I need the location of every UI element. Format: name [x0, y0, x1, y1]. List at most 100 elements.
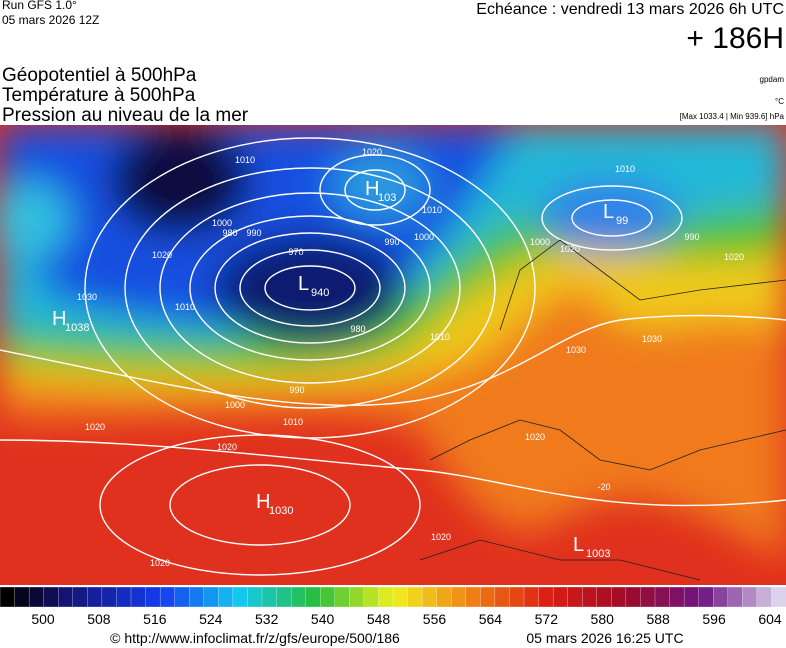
colorbar-swatch [640, 586, 656, 608]
colorbar-label: 580 [591, 611, 615, 627]
colorbar-label: 540 [311, 611, 335, 627]
colorbar-label: 500 [31, 611, 55, 627]
isobar-label: 1030 [77, 292, 97, 302]
colorbar-label: 556 [423, 611, 447, 627]
isobar-label: 990 [289, 385, 304, 395]
isobars [0, 137, 786, 576]
colorbar-swatch [698, 586, 714, 608]
isobar-label: 970 [288, 247, 303, 257]
title: Température à 500hPa [2, 85, 196, 106]
isobar [0, 439, 786, 507]
isobar-label: 1030 [566, 345, 586, 355]
colorbar-swatch [596, 586, 612, 608]
colorbar-swatch [771, 586, 786, 608]
colorbar-swatch [189, 586, 205, 608]
colorbar-swatch [509, 586, 525, 608]
isobar-label: 980 [222, 228, 237, 238]
isobar [239, 249, 381, 327]
colorbar-swatch [552, 586, 569, 608]
isobar-label: 1000 [414, 232, 434, 242]
isobar-label: 1020 [85, 422, 105, 432]
colorbar-swatch [174, 586, 190, 608]
colorbar-swatch [611, 586, 627, 608]
colorbar-swatch [349, 586, 365, 608]
colorbar-swatch [261, 586, 278, 608]
pressure-center-value: 1038 [65, 322, 89, 334]
title: Géopotentiel à 500hPa [2, 65, 197, 86]
colorbar-swatch [247, 586, 263, 608]
title: Pression au niveau de la mer [2, 105, 249, 126]
isobar-label: -20 [597, 482, 610, 492]
pressure-center-value: 1030 [269, 505, 293, 517]
colorbar-swatch [87, 586, 103, 608]
isobar [99, 434, 421, 576]
colorbar-swatch [392, 586, 409, 608]
colorbar-swatch [378, 586, 394, 608]
isobar [319, 154, 431, 226]
isobar-label: 1020 [431, 532, 451, 542]
colorbar-swatch [727, 586, 743, 608]
colorbar-swatch [538, 586, 554, 608]
colorbar-swatch [756, 586, 773, 608]
colorbar-label: 604 [758, 611, 782, 627]
colorbar: 500 508 516 524 532 540 548 556 564 572 580 588 596 6… [0, 586, 786, 627]
colorbar-swatch [72, 586, 88, 608]
isobar [189, 215, 431, 361]
colorbar-swatch [436, 586, 452, 608]
colorbar-swatch [290, 586, 307, 608]
colorbar-swatch [58, 586, 74, 608]
colorbar-swatch [145, 586, 161, 608]
isobar [344, 169, 406, 211]
isobar-label: 1000 [225, 400, 245, 410]
colorbar-swatch [159, 586, 176, 608]
colorbar-label: 524 [199, 611, 223, 627]
pressure-center-letter: L [573, 534, 584, 556]
pressure-center-letter: L [603, 201, 614, 223]
colorbar-swatch [465, 586, 481, 608]
isobar-label: 990 [246, 228, 261, 238]
colorbar-swatch [232, 586, 249, 608]
isobar-label: 1010 [615, 164, 635, 174]
colorbar-swatch [713, 586, 729, 608]
isobar-label: 1020 [362, 147, 382, 157]
colorbar-swatch [305, 586, 321, 608]
colorbar-swatch [494, 586, 511, 608]
coastline [419, 239, 786, 581]
colorbar-swatch [320, 586, 336, 608]
pressure-center-value: 99 [616, 215, 628, 227]
colorbar-swatch [683, 586, 700, 608]
footer-date: 05 mars 2026 16:25 UTC [526, 630, 683, 646]
unit-label: gpdam [760, 75, 785, 84]
isobar-label: 1020 [150, 558, 170, 568]
lead-time: + 186H [686, 22, 784, 55]
isobar [169, 464, 351, 546]
isobar [159, 192, 461, 384]
colorbar-swatch [0, 586, 16, 608]
footer-source: © http://www.infoclimat.fr/z/gfs/europe/… [110, 630, 400, 646]
isobar [571, 199, 653, 237]
isobar-label: 1010 [283, 417, 303, 427]
colorbar-swatch [421, 586, 438, 608]
run-date: 05 mars 2026 12Z [2, 13, 99, 27]
pressure-center-letter: L [298, 273, 309, 295]
pressure-range: [Max 1033.4 | Min 939.6] hPa [680, 112, 785, 121]
colorbar-swatch [742, 586, 758, 608]
isobar-label: 980 [350, 324, 365, 334]
colorbar-label: 596 [702, 611, 726, 627]
colorbar-label: 532 [255, 611, 279, 627]
isobar-label: 1020 [217, 442, 237, 452]
colorbar-swatch [218, 586, 234, 608]
isobar-label: 1010 [235, 155, 255, 165]
isobar-label: 1000 [212, 218, 232, 228]
isobar-label: 1020 [724, 252, 744, 262]
pressure-center-letter: H [365, 178, 379, 200]
isobar-label: 1010 [175, 302, 195, 312]
isobar-label: 1020 [525, 432, 545, 442]
colorbar-label: 548 [367, 611, 391, 627]
colorbar-label: 516 [143, 611, 167, 627]
isobar-label: 990 [684, 232, 699, 242]
colorbar-swatch [116, 586, 132, 608]
colorbar-swatch [582, 586, 598, 608]
colorbar-swatch [276, 586, 292, 608]
